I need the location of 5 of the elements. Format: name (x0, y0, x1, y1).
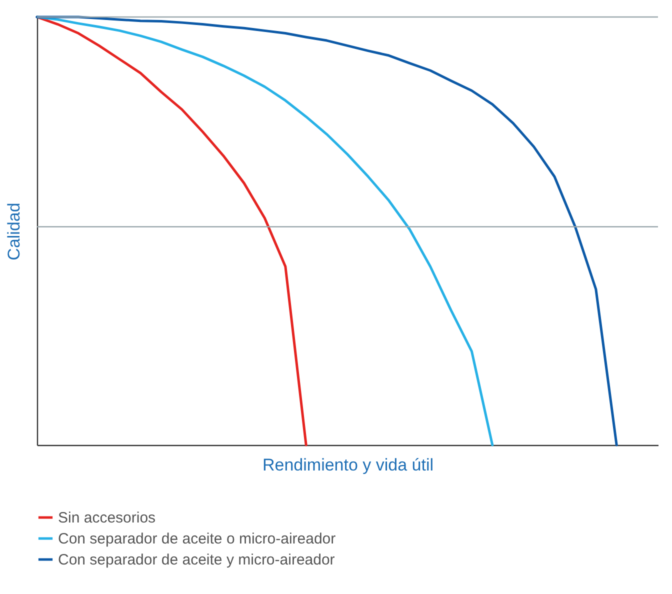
legend-label: Con separador de aceite o micro-aireador (58, 530, 336, 548)
y-axis-title: Calidad (4, 202, 24, 260)
legend-label: Con separador de aceite y micro-aireador (58, 552, 335, 568)
x-axis-title: Rendimiento y vida útil (262, 456, 434, 474)
legend-label: Sin accesorios (58, 510, 156, 526)
